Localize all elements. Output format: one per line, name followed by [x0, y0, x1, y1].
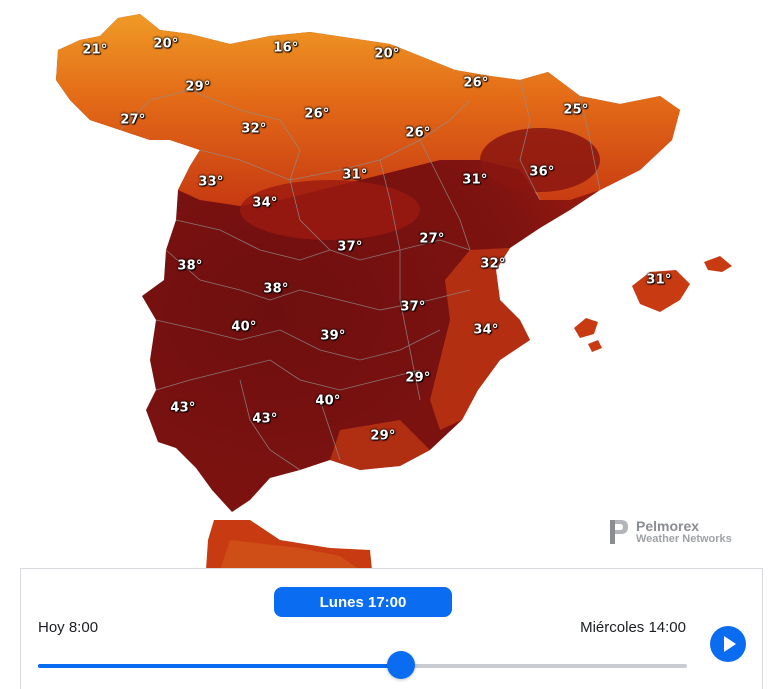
north-africa-band: [220, 540, 360, 570]
temp-label: 31°: [462, 172, 488, 188]
spain-temperature-map: [56, 14, 732, 570]
temp-label: 31°: [342, 167, 368, 183]
timeline-controls: Lunes 17:00 Hoy 8:00 Miércoles 14:00: [20, 568, 763, 689]
temp-label: 32°: [241, 121, 267, 137]
temp-label: 43°: [170, 400, 196, 416]
temp-label: 36°: [529, 164, 555, 180]
pelmorex-attribution: Pelmorex Weather Networks: [608, 516, 748, 548]
timeline-slider-fill: [38, 664, 402, 668]
temp-label: 20°: [374, 46, 400, 62]
temp-label: 37°: [337, 239, 363, 255]
temp-label: 31°: [646, 272, 672, 288]
formentera-shape: [588, 340, 602, 352]
play-button[interactable]: [710, 626, 746, 662]
temp-label: 29°: [405, 370, 431, 386]
temp-label: 16°: [273, 40, 299, 56]
temp-label: 37°: [400, 299, 426, 315]
weather-map[interactable]: 21° 20° 16° 20° 29° 26° 27° 32° 26° 26° …: [0, 0, 783, 570]
pelmorex-logo-icon: [610, 520, 628, 544]
temp-label: 25°: [563, 102, 589, 118]
menorca-shape: [704, 256, 732, 272]
temp-label: 21°: [82, 42, 108, 58]
timeline-slider[interactable]: [38, 651, 687, 679]
temp-label: 38°: [177, 258, 203, 274]
play-icon: [723, 636, 736, 652]
timeline-slider-thumb[interactable]: [387, 651, 416, 679]
attribution-name: Pelmorex: [636, 517, 700, 534]
temp-label: 34°: [252, 195, 278, 211]
temp-label: 26°: [405, 125, 431, 141]
temp-label: 26°: [304, 106, 330, 122]
southeast-band: [330, 420, 430, 470]
ebro-hotspot: [480, 128, 600, 192]
current-time-badge: Lunes 17:00: [274, 587, 452, 617]
temp-label: 38°: [263, 281, 289, 297]
temp-label: 33°: [198, 174, 224, 190]
temp-label: 20°: [153, 36, 179, 52]
temp-label: 40°: [231, 319, 257, 335]
timeline-end-label: Miércoles 14:00: [580, 619, 686, 636]
temp-label: 27°: [120, 112, 146, 128]
ibiza-shape: [574, 318, 598, 338]
region-borders: [119, 79, 601, 471]
temp-label: 40°: [315, 393, 341, 409]
central-hotspot: [240, 180, 420, 240]
attribution-subtitle: Weather Networks: [636, 532, 732, 545]
temp-label: 26°: [463, 75, 489, 91]
mallorca-shape: [632, 270, 690, 312]
temp-label: 29°: [370, 428, 396, 444]
temp-label: 29°: [185, 79, 211, 95]
temp-label: 34°: [473, 322, 499, 338]
timeline-start-label: Hoy 8:00: [38, 619, 99, 636]
temp-label: 32°: [480, 256, 506, 272]
temp-label: 39°: [320, 328, 346, 344]
temp-label: 43°: [252, 411, 278, 427]
temp-label: 27°: [419, 231, 445, 247]
